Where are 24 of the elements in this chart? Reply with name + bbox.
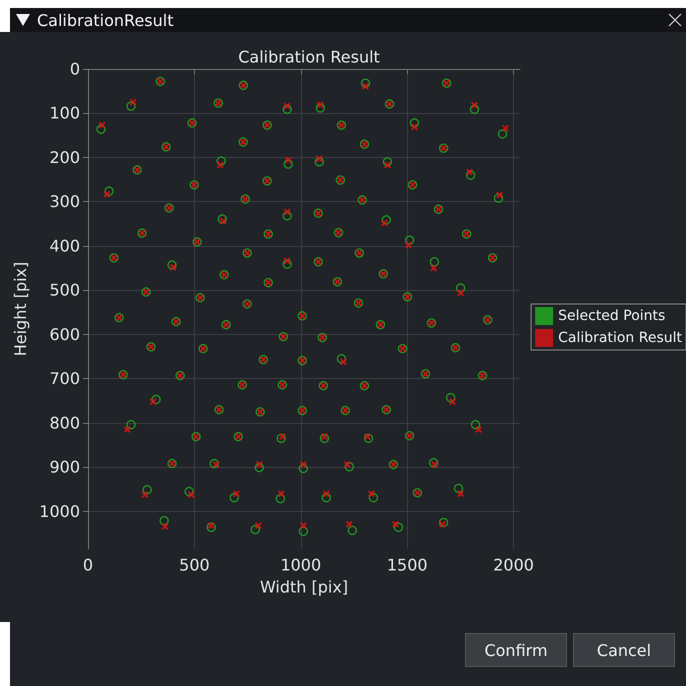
chart-title: Calibration Result (238, 48, 380, 66)
x-tick-label: 2000 (493, 556, 534, 574)
legend-label: Selected Points (558, 308, 666, 324)
button: Cancel (573, 633, 675, 667)
y-tick-label: 300 (49, 192, 80, 212)
x-axis-title: Width [pix] (260, 578, 348, 596)
x-tick-label: 1000 (280, 556, 322, 574)
y-tick-label: 900 (49, 458, 80, 477)
y-tick-label: 400 (49, 236, 80, 256)
button: Confirm (465, 633, 567, 667)
y-axis-title: Height [pix] (10, 262, 30, 356)
y-tick-label: 0 (70, 60, 80, 78)
y-tick-label: 200 (49, 148, 80, 167)
y-tick-label: 600 (49, 324, 80, 344)
x-tick-label: 0 (82, 556, 94, 574)
y-tick-label: 500 (49, 280, 80, 300)
x-tick-label: 1500 (386, 556, 428, 574)
text: CalibrationResult (37, 10, 174, 30)
y-tick-label: 100 (49, 104, 80, 123)
legend-label: Calibration Result (558, 330, 683, 346)
y-tick-label: 700 (49, 369, 80, 388)
y-tick-label: 800 (49, 413, 80, 432)
y-tick-label: 1000 (39, 502, 80, 521)
x-tick-label: 500 (179, 556, 210, 574)
